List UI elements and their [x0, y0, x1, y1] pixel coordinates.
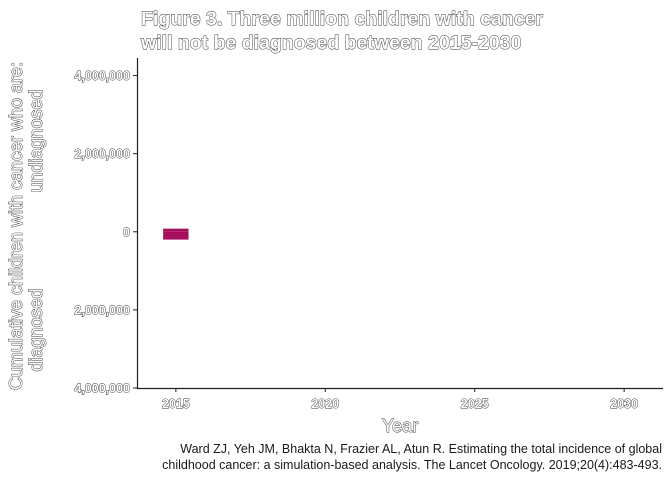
y-tick-label: 2,000,000 [74, 147, 130, 161]
caption-line-2: childhood cancer: a simulation-based ana… [162, 458, 662, 472]
y-tick-label: 2,000,000 [74, 303, 130, 317]
chart-title-line-2: will not be diagnosed between 2015-2030 [140, 32, 522, 54]
y-axis-label-line-1: Cumulative children with cancer who are: [6, 62, 26, 390]
y-tick-label: 0 [123, 225, 130, 239]
bars [163, 228, 189, 240]
y-axis-label: Cumulative children with cancer who are:… [6, 61, 47, 390]
bar-series-1-2015 [163, 228, 189, 232]
y-axis-label-line-2: undiagnosed [26, 89, 46, 192]
y-axis-ticks: 4,000,000 2,000,000 0 2,000,000 4,000,000 [74, 69, 137, 396]
x-axis-ticks: 2015 2020 2025 2030 [161, 388, 639, 411]
x-tick-label: 2025 [461, 397, 489, 411]
x-tick-label: 2015 [162, 397, 190, 411]
caption-line-1: Ward ZJ, Yeh JM, Bhakta N, Frazier AL, A… [180, 442, 662, 456]
y-axis-label-lower: diagnosed [26, 288, 46, 371]
chart-title-line-1: Figure 3. Three million children with ca… [141, 8, 543, 30]
x-tick-label: 2030 [610, 397, 638, 411]
caption: Ward ZJ, Yeh JM, Bhakta N, Frazier AL, A… [162, 442, 662, 472]
x-tick-label: 2020 [311, 397, 339, 411]
bar-series-2-2015 [163, 231, 189, 240]
x-axis-label: Year [382, 416, 418, 436]
y-tick-label: 4,000,000 [74, 69, 130, 83]
chart-title: Figure 3. Three million children with ca… [140, 8, 544, 55]
y-tick-label: 4,000,000 [74, 382, 130, 396]
